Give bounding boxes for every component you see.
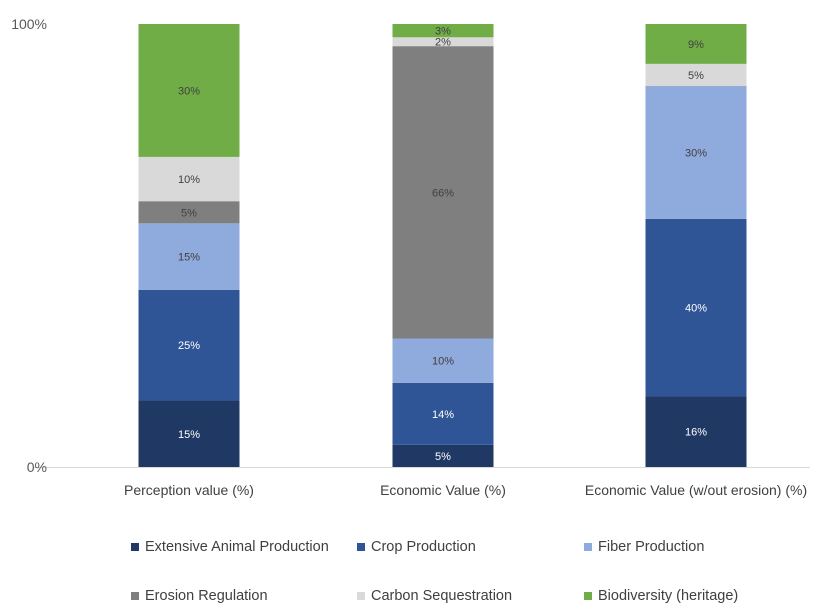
stacked-bar-chart: 15% 25% 15% 5% 10% 30% 5% 14% 10% 66% 2%3% 16% 40% 30… — [11, 16, 810, 498]
legend-item: Extensive Animal Production — [131, 539, 329, 555]
legend-label: Extensive Animal Production — [145, 539, 329, 555]
x-tick-label: Economic Value (w/out erosion) (%) — [585, 482, 807, 498]
data-label: 5% — [688, 70, 704, 82]
legend-label: Carbon Sequestration — [371, 588, 513, 604]
x-category-labels: Perception value (%) Economic Value (%) Ec… — [124, 482, 807, 498]
data-label: 10% — [178, 174, 200, 186]
x-tick-label: Economic Value (%) — [380, 482, 506, 498]
legend-item: Fiber Production — [584, 539, 704, 555]
bar-segment — [392, 444, 494, 467]
bar-segment — [392, 37, 494, 47]
bar-segment — [138, 156, 240, 202]
legend-item: Biodiversity (heritage) — [584, 588, 738, 604]
y-tick-label: 0% — [27, 459, 47, 475]
legend-swatch — [357, 543, 365, 551]
y-tick-labels: 0% 100% — [11, 16, 47, 475]
legend-swatch — [584, 592, 592, 600]
data-label: 66% — [432, 187, 454, 199]
bar-segment — [645, 396, 747, 467]
bar-segment — [138, 201, 240, 224]
legend-item: Carbon Sequestration — [357, 588, 512, 604]
data-label: 3% — [435, 26, 451, 38]
legend: Extensive Animal Production Crop Producti… — [0, 530, 836, 613]
data-label: 40% — [685, 303, 707, 315]
x-tick-label: Perception value (%) — [124, 482, 254, 498]
bar-segment — [392, 24, 494, 38]
bar-segment — [645, 218, 747, 397]
data-label: 25% — [178, 340, 200, 352]
bar-segment — [645, 86, 747, 219]
bar-segment — [645, 24, 747, 64]
data-label: 9% — [688, 39, 704, 51]
data-label: 5% — [181, 207, 197, 219]
bar-segment — [138, 400, 240, 467]
legend-label: Crop Production — [371, 539, 476, 555]
legend-swatch — [131, 543, 139, 551]
legend-item: Erosion Regulation — [131, 588, 268, 604]
legend-swatch — [131, 592, 139, 600]
bar-segment — [392, 46, 494, 339]
data-label: 2% — [435, 37, 451, 49]
data-label: 16% — [685, 427, 707, 439]
data-label: 15% — [178, 252, 200, 264]
bars-group: 15% 25% 15% 5% 10% 30% 5% 14% 10% 66% 2%3% 16% 40% 30… — [138, 24, 747, 467]
bar-segment — [392, 338, 494, 383]
legend-swatch — [357, 592, 365, 600]
bar-segment — [138, 223, 240, 290]
data-label: 14% — [432, 409, 454, 421]
legend-label: Erosion Regulation — [145, 588, 268, 604]
bar-segment — [138, 289, 240, 401]
y-tick-label: 100% — [11, 16, 47, 32]
data-label: 5% — [435, 451, 451, 463]
bar-segment — [392, 382, 494, 445]
bar-segment — [138, 24, 240, 157]
data-label: 10% — [432, 356, 454, 368]
legend-label: Biodiversity (heritage) — [598, 588, 739, 604]
data-label: 15% — [178, 429, 200, 441]
legend-item: Crop Production — [357, 539, 476, 555]
legend-swatch — [584, 543, 592, 551]
legend-label: Fiber Production — [598, 539, 705, 555]
bar-segment — [645, 63, 747, 87]
data-label: 30% — [685, 147, 707, 159]
data-label: 30% — [178, 85, 200, 97]
